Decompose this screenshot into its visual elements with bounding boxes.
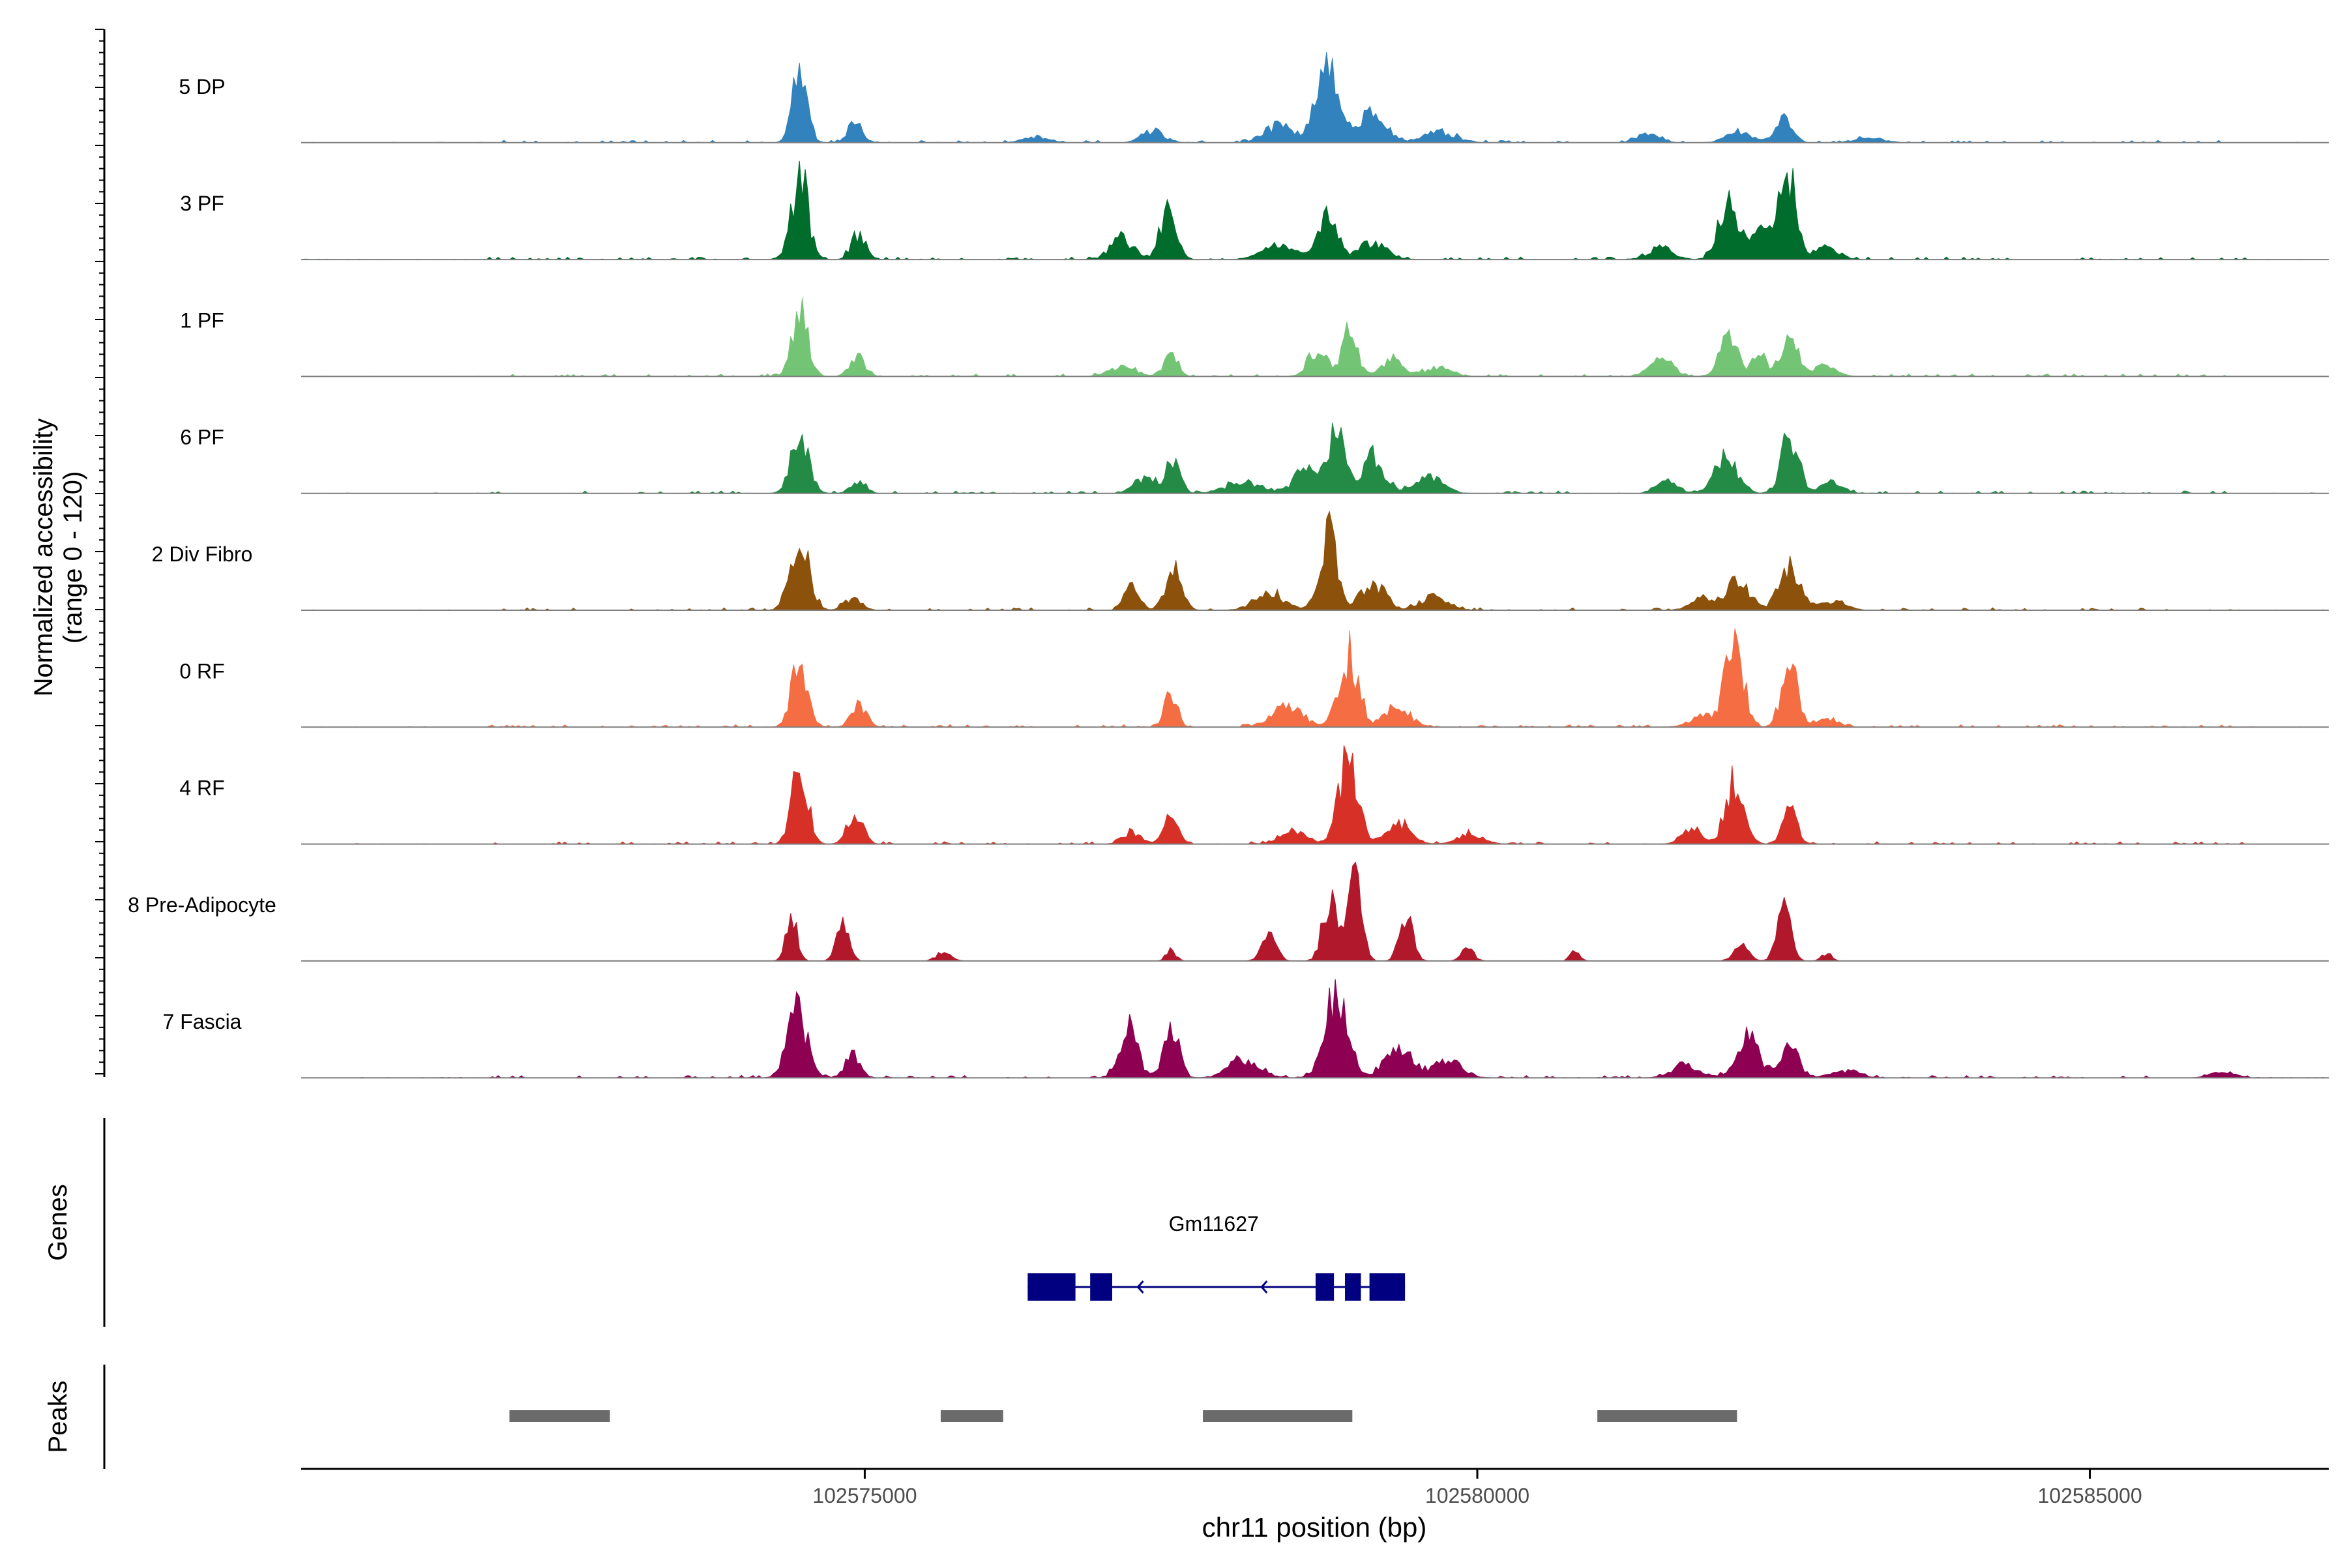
genes-track-label: Genes — [44, 1184, 72, 1261]
track-label: 4 RF — [179, 777, 224, 800]
x-axis-ticks: 102575000 102580000 102585000 — [812, 1469, 2142, 1507]
y-axis-label-line2: (range 0 - 120) — [59, 471, 87, 644]
gene-exon — [1315, 1273, 1335, 1301]
x-axis-tick-label: 102580000 — [1425, 1484, 1529, 1507]
peak-region — [1203, 1410, 1353, 1422]
peaks-track-label: Peaks — [44, 1380, 72, 1453]
x-axis-tick-label: 102585000 — [2037, 1484, 2142, 1507]
coverage-tracks: 5 DP 3 PF 1 PF 6 PF 2 Div Fibro 0 RF 4 RF 8 Pre… — [128, 52, 2329, 1079]
y-axis-ticks — [95, 29, 104, 1074]
track-label: 3 PF — [180, 192, 224, 215]
coverage-area — [301, 422, 2329, 494]
track-label: 7 Fascia — [163, 1010, 242, 1033]
x-axis-label: chr11 position (bp) — [1202, 1512, 1427, 1543]
gene-exon — [1027, 1273, 1076, 1301]
gene-exon — [1345, 1273, 1361, 1301]
track-label: 2 Div Fibro — [152, 542, 253, 566]
track-label: 0 RF — [179, 659, 224, 683]
y-axis-label-line1: Normalized accessibility — [29, 419, 58, 697]
track-label: 6 PF — [180, 426, 224, 449]
peak-region — [940, 1410, 1003, 1422]
x-axis-tick-label: 102575000 — [812, 1484, 917, 1507]
gene-name-label: Gm11627 — [1169, 1212, 1259, 1235]
peak-region — [509, 1410, 610, 1422]
gene-exon — [1090, 1273, 1112, 1301]
gene-strand-arrow — [1260, 1280, 1268, 1294]
gene-exon — [1369, 1273, 1406, 1301]
track-label: 1 PF — [180, 308, 224, 332]
peak-region — [1597, 1410, 1737, 1422]
gene-strand-arrow — [1136, 1280, 1144, 1294]
track-label: 5 DP — [179, 75, 225, 98]
track-label: 8 Pre-Adipocyte — [128, 893, 276, 917]
gene-track: Gm11627 — [1027, 1212, 1406, 1301]
peak-track — [509, 1410, 1737, 1422]
